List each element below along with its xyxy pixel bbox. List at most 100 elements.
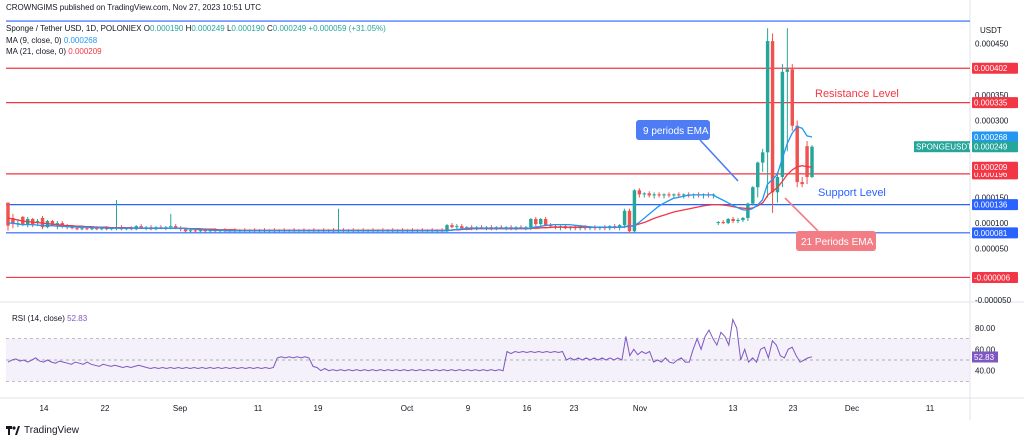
candle-body	[627, 210, 632, 232]
rsi-tick-label: 80.00	[975, 324, 996, 333]
candle-body	[99, 228, 104, 230]
candle-body	[741, 217, 745, 221]
candle-body	[35, 221, 40, 223]
h-label: H	[185, 24, 192, 33]
ema21-callout-box	[796, 231, 876, 251]
candle-body	[657, 194, 661, 196]
candle-body	[193, 230, 198, 232]
tradingview-logo[interactable]: TradingView	[6, 425, 79, 436]
indicator-price-label-2-bg	[972, 161, 1018, 173]
x-tick-label: Oct	[401, 404, 414, 413]
candle-body	[11, 217, 15, 225]
level-price-label-4: 0.000136	[974, 201, 1008, 210]
candle-body	[756, 162, 760, 188]
candle-body	[173, 226, 178, 229]
price-tick-label: 0.000150	[975, 193, 1009, 202]
candle-body	[721, 222, 725, 224]
ma9-legend-label: MA (9, close, 0)	[6, 36, 62, 45]
rsi-tick-label: 60.00	[975, 345, 996, 354]
level-price-label-5-bg	[972, 227, 1018, 239]
x-tick-label: 11	[254, 404, 263, 413]
symbol-name: Sponge / Tether USD, 1D, POLONIEX	[6, 24, 142, 33]
candle-body	[85, 228, 89, 230]
indicator-price-label-1-bg	[972, 141, 1018, 153]
price-tick-label: 0.000450	[975, 40, 1009, 49]
candle-body	[810, 146, 814, 177]
candle-body	[139, 226, 143, 229]
candle-body	[198, 230, 203, 232]
x-axis: 14 22 Sep 11 19 Oct 9 16 23 Nov 13 23 Dec 11	[40, 404, 935, 413]
level-price-label-2: 0.000335	[974, 99, 1008, 108]
level-price-label-1-bg	[972, 62, 1018, 74]
x-tick-label: 16	[523, 404, 532, 413]
h-value: 0.000249	[191, 24, 225, 33]
candle-body	[450, 225, 454, 228]
x-tick-label: Dec	[845, 404, 859, 413]
indicator-price-label-1: 0.000249	[974, 143, 1008, 152]
indicator-price-label-2: 0.000209	[974, 163, 1008, 172]
ema21-callout-arrow	[784, 197, 819, 232]
candle-body	[760, 152, 765, 163]
ma21-legend[interactable]: MA (21, close, 0) 0.000209	[6, 47, 102, 57]
candle-body	[726, 218, 730, 224]
rsi-tick-label: 40.00	[975, 367, 996, 376]
candle-body	[188, 230, 193, 232]
candle-body	[652, 194, 656, 196]
ema9-callout-arrow	[699, 139, 739, 182]
change-value: +0.000059 (+31.05%)	[308, 24, 386, 33]
candle-body	[95, 228, 99, 230]
candle-body	[785, 69, 790, 72]
l-value: 0.000190	[231, 24, 265, 33]
candle-body	[464, 227, 469, 229]
annotations: Resistance Level Support Level 9 periods…	[636, 88, 899, 251]
ema9-callout-box	[636, 120, 710, 140]
price-tick-label: 0.000050	[975, 245, 1009, 254]
price-tick-label: 0.000300	[975, 117, 1009, 126]
candle-body	[538, 218, 543, 225]
symbol-tag: SPONGEUSDT	[916, 143, 972, 152]
price-axis: 0.000450 0.000350 0.000300 0.000150 0.000100…	[975, 40, 1012, 305]
candle-body	[647, 193, 651, 196]
candle-body	[770, 41, 775, 193]
candle-body	[667, 194, 671, 196]
candle-body	[790, 69, 794, 126]
rsi-legend[interactable]: RSI (14, close) 52.83	[12, 314, 87, 324]
candle-body	[642, 193, 647, 195]
level-price-label-3: 0.000196	[974, 170, 1008, 179]
candle-body	[672, 194, 676, 196]
level-price-label-1: 0.000402	[974, 64, 1008, 73]
support-label: Support Level	[818, 187, 886, 199]
candle-body	[662, 194, 666, 196]
candle-body	[800, 182, 804, 185]
candle-body	[677, 194, 681, 196]
x-tick-label: 11	[926, 404, 935, 413]
c-value: 0.000249	[272, 24, 307, 33]
candle-body	[460, 226, 464, 229]
ma9-legend[interactable]: MA (9, close, 0) 0.000268	[6, 36, 97, 46]
rsi-pane: 80.00 60.00 40.00 52.83	[6, 317, 998, 382]
indicator-price-label-0-bg	[972, 131, 1018, 143]
candle-body	[70, 227, 74, 229]
candle-body	[716, 222, 721, 224]
resistance-label: Resistance Level	[815, 88, 899, 100]
symbol-tag-bg	[914, 141, 970, 153]
candle-body	[751, 187, 755, 204]
rsi-value-tag: 52.83	[974, 353, 995, 362]
candle-body	[80, 228, 84, 230]
level-price-label-6-bg	[972, 271, 1018, 283]
candle-body	[455, 226, 459, 228]
ema21-callout-label: 21 Periods EMA	[801, 237, 874, 248]
candle-body	[543, 218, 548, 226]
price-labels: 0.000402 0.000335 0.000196 0.000136 0.000081…	[914, 62, 1018, 283]
candle-body	[775, 176, 780, 193]
x-tick-label: 19	[314, 404, 323, 413]
ma21-legend-label: MA (21, close, 0)	[6, 47, 67, 56]
ohlc-line: Sponge / Tether USD, 1D, POLONIEX O0.000…	[6, 24, 386, 34]
candle-body	[50, 221, 55, 226]
x-tick-label: Sep	[173, 404, 188, 413]
rsi-line	[7, 317, 813, 372]
candle-body	[736, 220, 740, 222]
ma9-line	[8, 125, 813, 232]
candle-body	[795, 125, 799, 183]
